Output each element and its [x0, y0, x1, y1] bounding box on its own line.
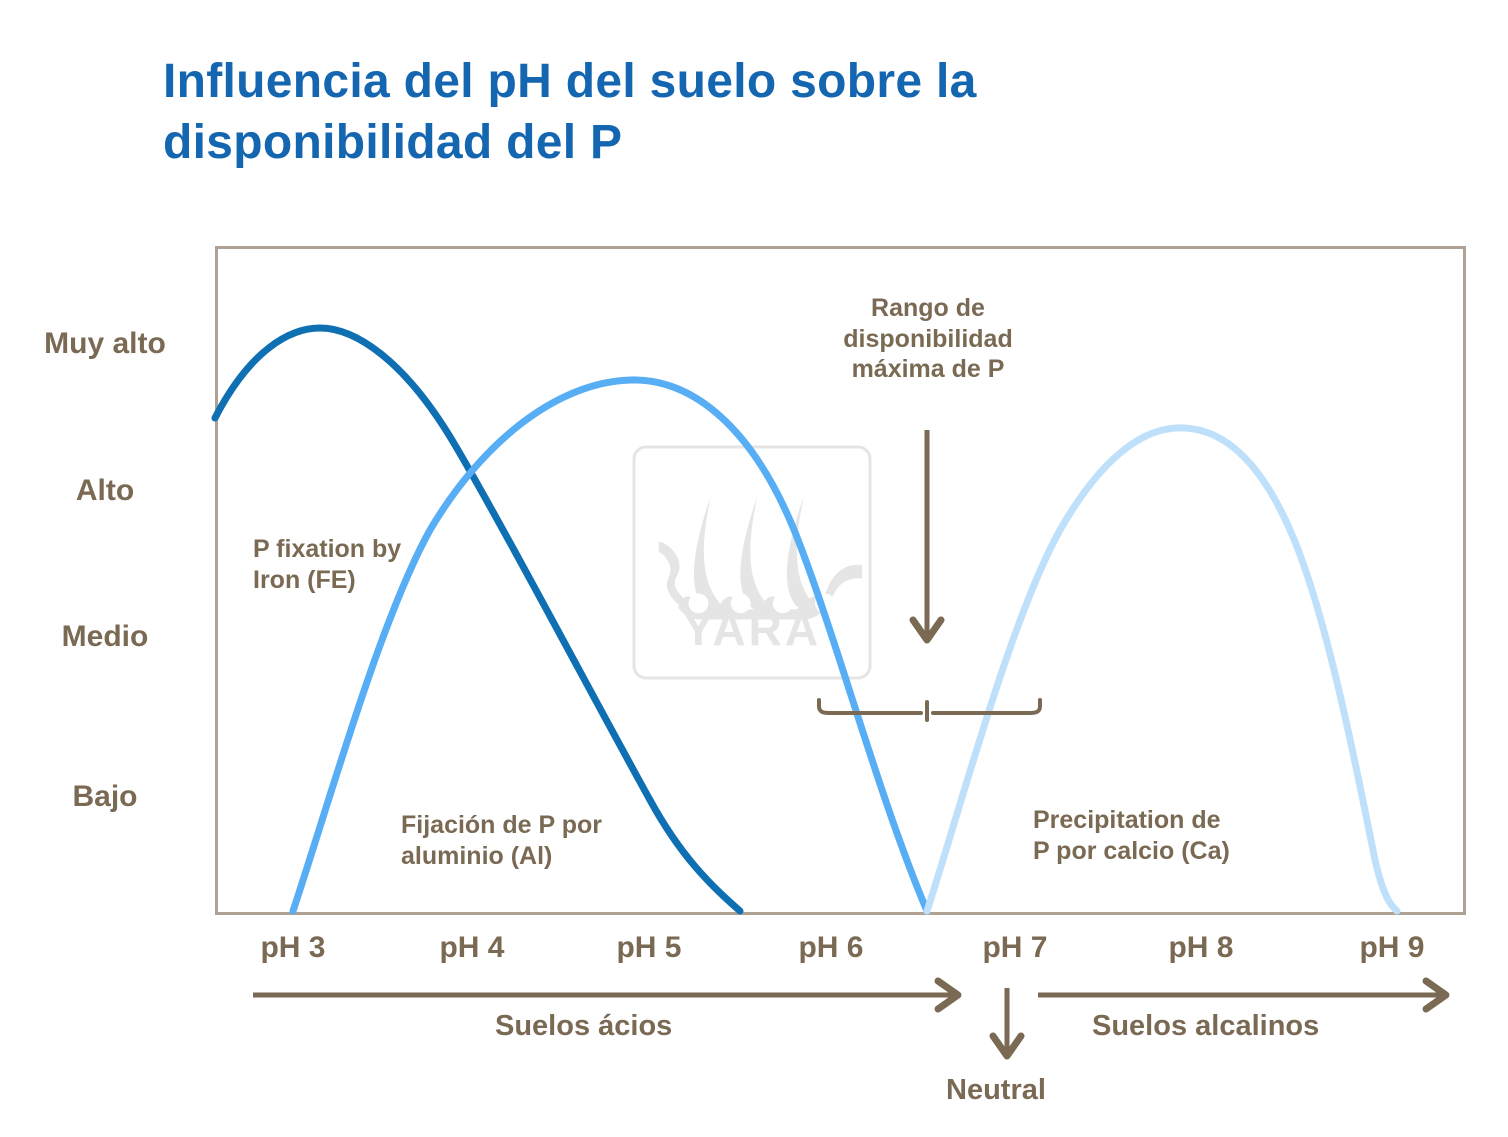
svg-text:YARA: YARA: [683, 603, 821, 655]
